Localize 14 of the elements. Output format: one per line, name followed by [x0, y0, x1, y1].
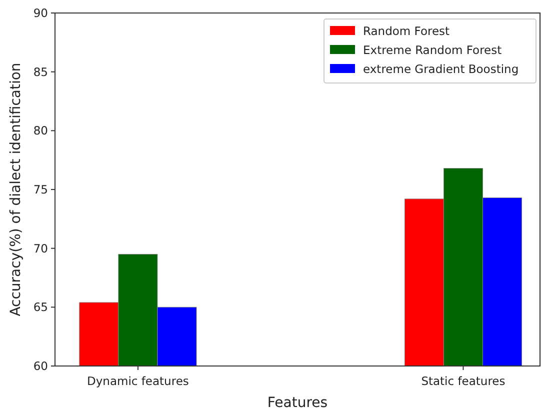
- legend-label: extreme Gradient Boosting: [363, 62, 519, 76]
- legend-label: Extreme Random Forest: [363, 43, 502, 58]
- y-tick-label: 70: [33, 241, 48, 256]
- y-tick-label: 85: [33, 64, 48, 79]
- x-tick-label: Static features: [421, 374, 506, 388]
- y-axis-title: Accuracy(%) of dialect identification: [8, 62, 24, 316]
- x-axis-title: Features: [267, 395, 328, 411]
- legend-label: Random Forest: [363, 24, 450, 38]
- y-tick-label: 90: [33, 6, 48, 20]
- y-tick-label: 60: [33, 359, 48, 374]
- y-tick-label: 80: [33, 124, 48, 138]
- x-tick-label: Dynamic features: [87, 374, 189, 388]
- y-tick-label: 75: [33, 182, 48, 197]
- y-tick-label: 65: [33, 300, 48, 314]
